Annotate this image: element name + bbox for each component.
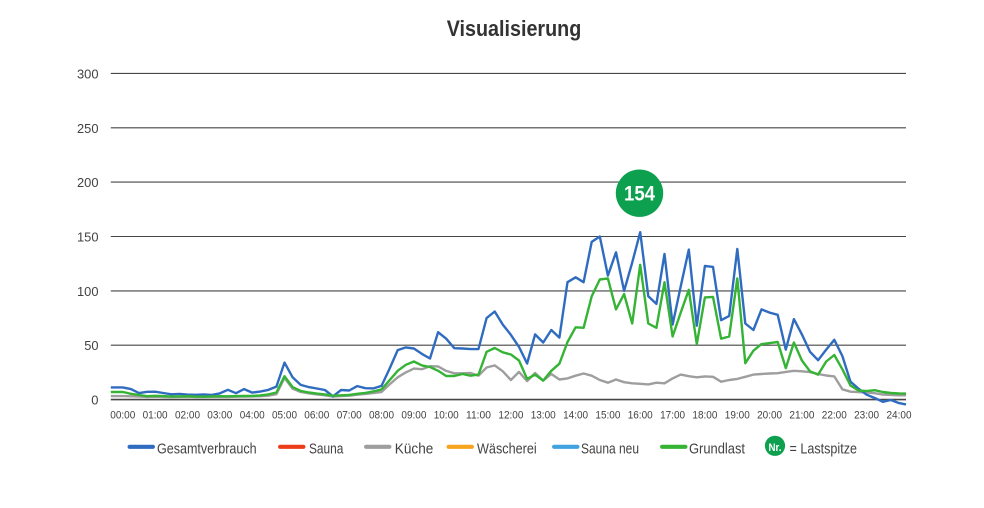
svg-text:23:00: 23:00 xyxy=(854,410,879,422)
svg-text:Visualisierung: Visualisierung xyxy=(447,16,582,41)
svg-text:50: 50 xyxy=(84,338,98,353)
svg-text:250: 250 xyxy=(77,121,99,136)
svg-text:Küche: Küche xyxy=(395,442,434,458)
svg-text:13:00: 13:00 xyxy=(531,410,556,422)
svg-text:15:00: 15:00 xyxy=(595,410,620,422)
svg-text:100: 100 xyxy=(77,284,99,299)
svg-text:17:00: 17:00 xyxy=(660,410,685,422)
svg-text:20:00: 20:00 xyxy=(757,410,782,422)
svg-text:04:00: 04:00 xyxy=(240,410,265,422)
svg-text:22:00: 22:00 xyxy=(822,410,847,422)
svg-text:16:00: 16:00 xyxy=(628,410,653,422)
svg-text:09:00: 09:00 xyxy=(401,410,426,422)
svg-text:05:00: 05:00 xyxy=(272,410,297,422)
svg-text:Sauna neu: Sauna neu xyxy=(581,442,639,458)
svg-text:07:00: 07:00 xyxy=(337,410,362,422)
svg-text:21:00: 21:00 xyxy=(789,410,814,422)
svg-text:150: 150 xyxy=(77,230,99,245)
svg-text:154: 154 xyxy=(624,183,655,206)
svg-text:Grundlast: Grundlast xyxy=(689,442,745,458)
svg-text:Gesamtverbrauch: Gesamtverbrauch xyxy=(157,442,257,458)
svg-text:11:00: 11:00 xyxy=(466,410,491,422)
svg-text:00:00: 00:00 xyxy=(110,410,135,422)
svg-text:18:00: 18:00 xyxy=(692,410,717,422)
svg-text:12:00: 12:00 xyxy=(498,410,523,422)
svg-text:Wäscherei: Wäscherei xyxy=(477,442,537,458)
svg-text:10:00: 10:00 xyxy=(434,410,459,422)
svg-text:Sauna: Sauna xyxy=(309,442,344,458)
svg-text:01:00: 01:00 xyxy=(143,410,168,422)
svg-text:200: 200 xyxy=(77,175,99,190)
svg-text:19:00: 19:00 xyxy=(725,410,750,422)
svg-text:08:00: 08:00 xyxy=(369,410,394,422)
svg-text:06:00: 06:00 xyxy=(304,410,329,422)
svg-text:03:00: 03:00 xyxy=(207,410,232,422)
svg-text:300: 300 xyxy=(77,66,99,81)
svg-text:Nr.: Nr. xyxy=(769,442,782,454)
svg-text:02:00: 02:00 xyxy=(175,410,200,422)
svg-text:24:00: 24:00 xyxy=(887,410,912,422)
svg-text:= Lastspitze: = Lastspitze xyxy=(790,442,858,458)
svg-text:14:00: 14:00 xyxy=(563,410,588,422)
svg-text:0: 0 xyxy=(91,393,98,408)
